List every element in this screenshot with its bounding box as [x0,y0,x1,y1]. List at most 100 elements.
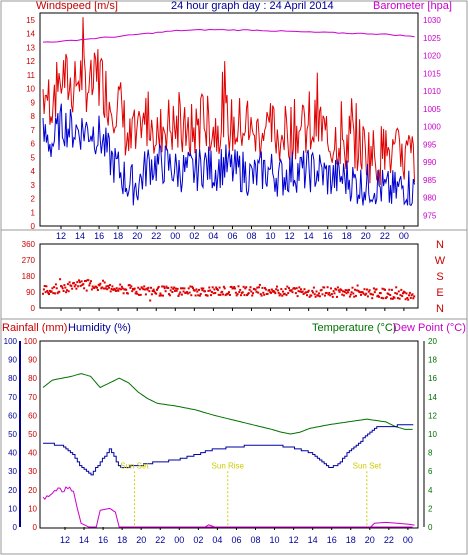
direction-point [268,289,271,291]
direction-point [406,297,409,299]
temperature-y-tick: 8 [428,449,433,458]
direction-point [235,294,238,297]
direction-point [314,295,317,298]
wind-x-tick: 00 [399,231,409,241]
direction-point [44,291,47,294]
wind-x-tick: 20 [361,231,371,241]
direction-point [310,294,313,297]
rainfall-y-tick: 50 [8,430,17,439]
direction-point [99,282,102,285]
direction-point [59,278,62,281]
weather-x-tick: 20 [136,535,146,545]
humidity-y-tick: 100 [24,337,38,346]
direction-point [345,292,348,295]
wind-y-tick: 2 [31,195,36,204]
direction-point [250,290,253,293]
direction-point [79,284,82,287]
wind-x-tick: 22 [151,231,161,241]
wind-x-tick: 16 [323,231,333,241]
direction-point [117,289,120,292]
direction-point [208,286,211,289]
direction-point [385,296,388,299]
direction-point [47,291,50,294]
direction-point [344,289,347,292]
direction-point [366,288,368,291]
direction-point [290,289,293,292]
direction-point [296,295,299,298]
wind-x-tick: 16 [94,231,104,241]
direction-point [155,292,158,295]
direction-point [212,292,215,295]
direction-point [270,291,272,294]
wind-y-tick: 0 [31,222,36,231]
direction-point [96,289,99,291]
direction-point [161,285,164,288]
direction-point [89,282,92,285]
direction-point [388,288,391,291]
direction-point [71,287,74,290]
direction-point [338,290,341,293]
direction-point [403,291,406,294]
rainfall-axis-title: Rainfall (mm) [2,322,67,334]
direction-point [281,294,284,297]
direction-point [216,288,218,290]
direction-point [408,294,410,297]
direction-point [283,292,286,295]
direction-point [73,285,76,288]
wind-x-tick: 04 [208,231,218,241]
direction-point [242,285,245,288]
humidity-y-tick: 0 [33,523,38,532]
direction-point [158,294,161,297]
direction-y-tick: 180 [22,272,36,281]
direction-point [407,298,410,301]
direction-point [318,295,321,298]
direction-point [348,288,350,291]
direction-point [411,293,414,296]
direction-point [186,291,188,294]
direction-point [247,292,250,295]
compass-label: E [436,287,443,299]
direction-point [55,287,58,290]
direction-point [255,290,258,293]
direction-point [404,298,407,301]
direction-point [258,286,260,289]
direction-point [405,292,408,295]
bottom-panel-frame [0,318,468,555]
direction-point [77,285,80,288]
direction-point [219,293,222,296]
direction-point [215,286,218,289]
wind-x-tick: 14 [75,231,85,241]
direction-point [382,297,385,300]
direction-point [284,288,287,290]
direction-point [307,289,310,292]
direction-point [82,283,85,286]
direction-point [323,286,326,289]
direction-point [233,286,236,288]
direction-point [356,284,359,287]
direction-point [372,287,375,290]
weather-x-tick: 12 [60,535,70,545]
direction-point [222,285,225,288]
direction-point [144,288,146,291]
direction-point [111,285,114,288]
direction-point [90,288,93,291]
compass-label: N [436,303,444,315]
direction-point [348,295,351,298]
temperature-y-tick: 16 [428,374,437,383]
wind-x-tick: 12 [285,231,295,241]
direction-point [346,289,349,292]
direction-point [118,287,121,290]
temperature-y-tick: 12 [428,411,437,420]
wind-x-tick: 08 [246,231,256,241]
direction-point [230,285,233,288]
temperature-line [42,373,413,435]
direction-point [90,280,92,283]
direction-point [337,289,340,292]
direction-point [181,287,184,290]
direction-point [129,286,132,289]
direction-point [373,291,376,294]
data-series [42,17,416,528]
direction-point [51,287,54,290]
baro-y-tick: 1010 [423,87,441,96]
temperature-y-tick: 0 [428,523,433,532]
